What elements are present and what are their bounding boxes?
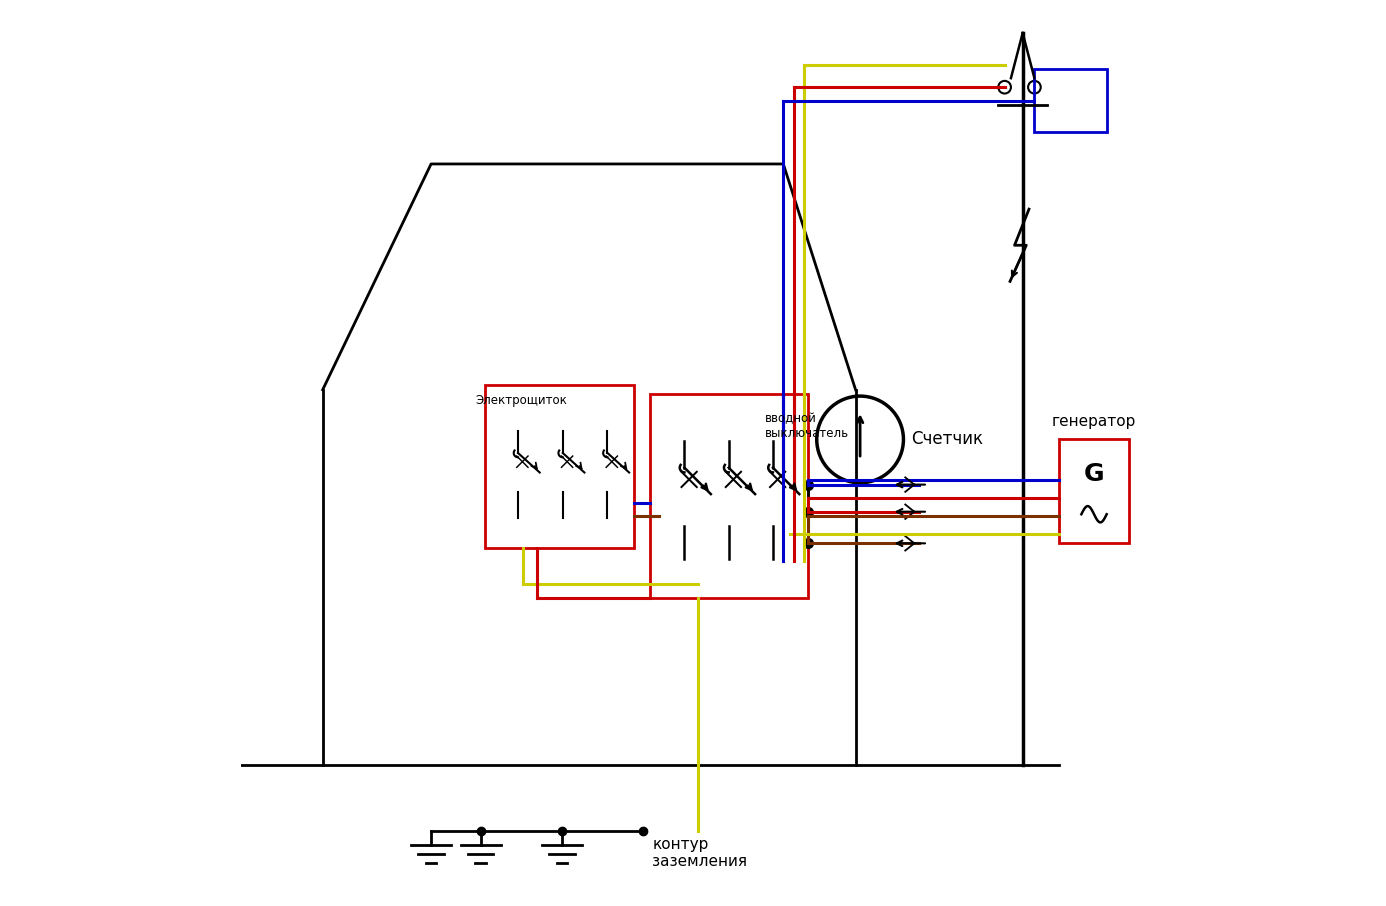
Text: G: G xyxy=(1084,462,1105,486)
Text: Счетчик: Счетчик xyxy=(912,430,984,448)
Bar xyxy=(1034,69,1106,132)
Text: контур
заземления: контур заземления xyxy=(653,837,747,869)
Bar xyxy=(485,385,635,548)
Text: вводной
выключатель: вводной выключатель xyxy=(765,412,850,440)
Bar xyxy=(1059,439,1130,544)
Bar xyxy=(650,394,808,598)
Text: генератор: генератор xyxy=(1052,414,1137,429)
Text: Электрощиток: Электрощиток xyxy=(475,394,567,408)
